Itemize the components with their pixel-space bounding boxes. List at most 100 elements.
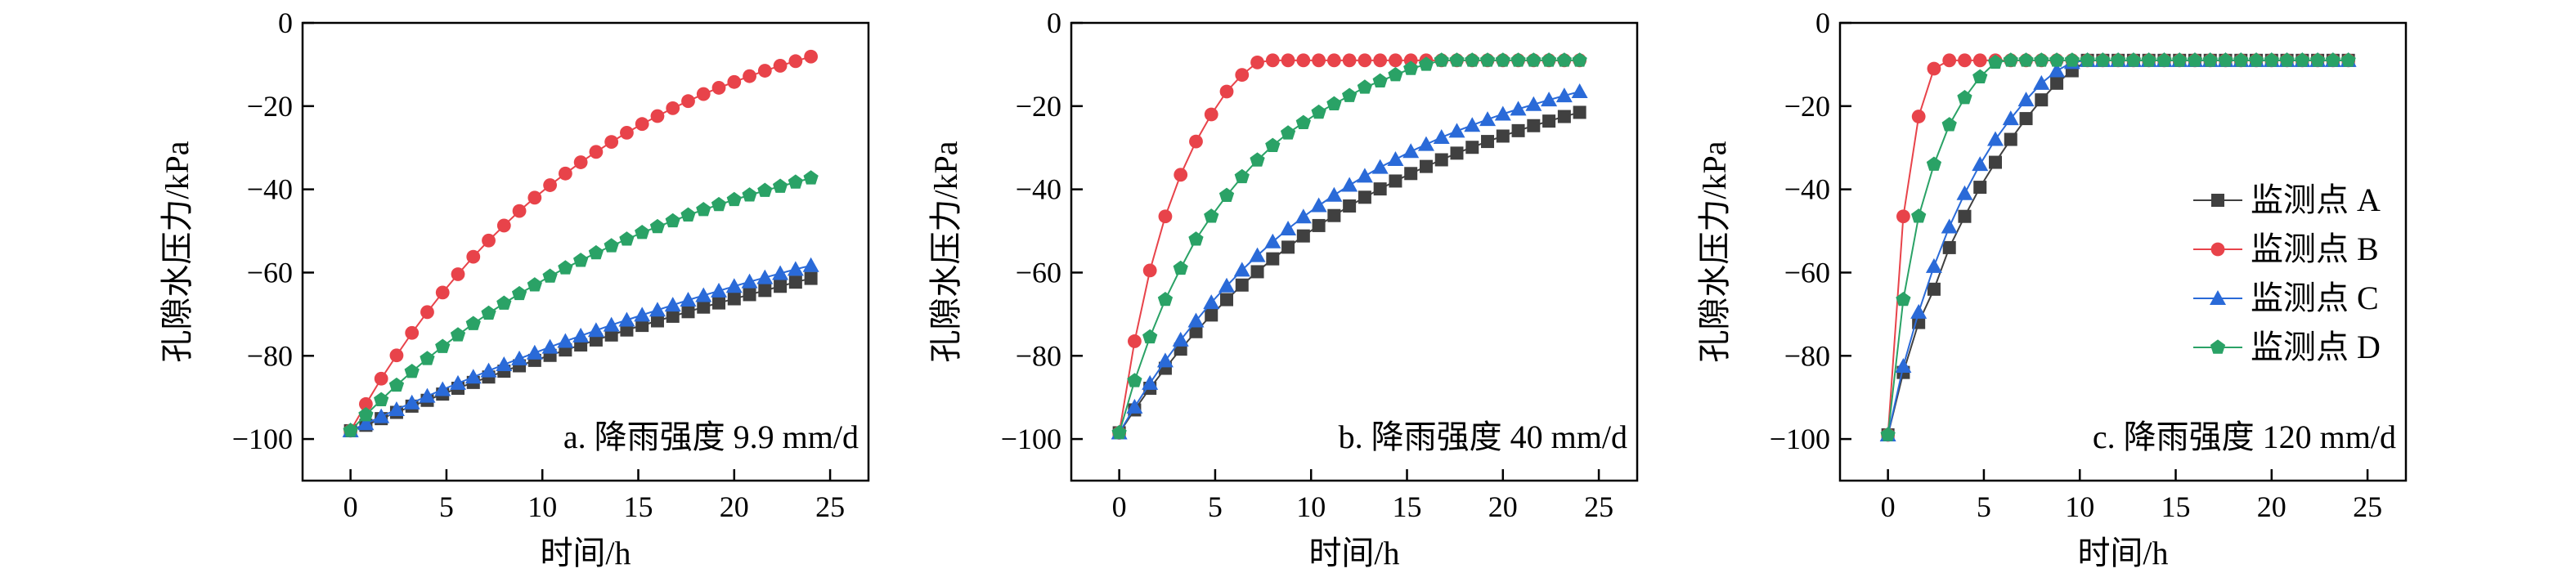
data-point <box>1973 181 1987 195</box>
data-point <box>803 170 819 185</box>
data-point <box>1356 168 1373 183</box>
data-point <box>788 275 802 289</box>
data-point <box>1496 129 1510 143</box>
data-point <box>1956 185 1973 200</box>
data-point <box>696 201 711 217</box>
data-point <box>1910 303 1928 319</box>
data-point <box>787 261 804 276</box>
data-point <box>1142 374 1159 390</box>
data-point <box>420 351 435 365</box>
data-point <box>1189 134 1203 149</box>
x-tick-label: 10 <box>1296 490 1326 523</box>
data-point <box>1403 60 1419 75</box>
data-point <box>511 285 527 301</box>
legend-label: 监测点 A <box>2251 181 2381 218</box>
legend-label: 监测点 D <box>2251 329 2381 365</box>
series-c <box>342 257 819 437</box>
data-point <box>1204 208 1219 223</box>
data-point <box>558 166 572 181</box>
data-point <box>695 287 712 302</box>
data-point <box>1281 53 1295 68</box>
series-d <box>1880 52 2356 441</box>
data-point <box>1555 87 1573 103</box>
data-point <box>481 305 496 320</box>
data-point <box>665 213 680 228</box>
series-b <box>343 49 819 438</box>
data-point <box>496 356 513 371</box>
data-point <box>1326 96 1342 111</box>
data-point <box>618 311 635 327</box>
data-point <box>374 371 388 386</box>
data-point <box>1942 53 1957 68</box>
data-point <box>1494 105 1511 121</box>
data-point <box>1281 240 1295 254</box>
data-point <box>2080 52 2095 67</box>
y-tick-label: 0 <box>1047 7 1061 39</box>
data-point <box>2264 52 2279 67</box>
data-point <box>711 282 728 298</box>
data-point <box>1358 190 1371 204</box>
data-point <box>450 327 466 342</box>
data-point <box>680 292 697 307</box>
data-point <box>1896 291 1911 307</box>
x-tick-label: 15 <box>1393 490 1422 523</box>
data-point <box>2248 52 2264 67</box>
data-point <box>650 314 664 328</box>
data-point <box>404 364 420 378</box>
data-point <box>2003 52 2018 67</box>
x-axis-title: 时间/h <box>1308 535 1399 571</box>
data-point <box>620 126 634 140</box>
data-point <box>2187 52 2203 67</box>
data-point <box>1927 282 1941 296</box>
series-line <box>1118 111 1580 434</box>
chart-panel-b: 0 5 10 15 20 25 0 −20 −40 −60 −80 −100 时间/h 孔隙水压力/kPa… <box>927 7 1639 571</box>
data-point <box>1371 159 1389 174</box>
data-point <box>1526 52 1542 67</box>
data-point <box>604 135 619 150</box>
data-point <box>2049 62 2066 78</box>
x-tick-label: 25 <box>1584 490 1613 523</box>
y-tick-label: −60 <box>247 256 293 289</box>
data-point <box>2002 110 2019 126</box>
data-point <box>788 54 803 69</box>
data-point <box>1389 174 1402 188</box>
data-point <box>1342 87 1358 102</box>
data-point <box>589 145 604 159</box>
x-tick-label: 20 <box>720 490 749 523</box>
data-point <box>1927 61 1941 76</box>
data-point <box>1142 263 1157 278</box>
data-point <box>604 328 618 342</box>
data-point <box>1957 90 1972 105</box>
data-point <box>1265 137 1281 152</box>
data-point <box>512 204 527 218</box>
legend-label: 监测点 C <box>2251 280 2379 316</box>
data-point <box>1464 117 1481 132</box>
x-tick-label: 20 <box>2257 490 2287 523</box>
data-point <box>1312 53 1326 68</box>
data-point <box>572 327 590 342</box>
data-point <box>434 381 451 396</box>
data-point <box>1556 52 1572 67</box>
data-point <box>464 369 482 384</box>
data-point <box>1880 427 1896 441</box>
data-point <box>1987 131 2004 146</box>
data-point <box>482 233 496 248</box>
data-point <box>542 268 558 283</box>
legend-swatch-marker <box>2211 194 2224 207</box>
y-tick-label: −100 <box>232 423 293 455</box>
data-point <box>649 218 666 234</box>
data-point <box>480 362 497 378</box>
data-point <box>374 392 389 406</box>
data-point <box>1926 156 1942 171</box>
data-point <box>664 297 681 312</box>
data-point <box>2340 52 2356 67</box>
data-point <box>1404 167 1418 181</box>
plot-frame <box>1838 21 2408 482</box>
data-point <box>1433 129 1450 144</box>
data-point <box>1465 52 1480 67</box>
data-point <box>1187 312 1205 328</box>
chart-panel-a: 0 5 10 15 20 25 0 −20 −40 −60 −80 −100 时间/h 孔隙水压力/kPa… <box>159 7 870 571</box>
data-point <box>725 278 743 293</box>
data-point <box>1958 209 1972 223</box>
